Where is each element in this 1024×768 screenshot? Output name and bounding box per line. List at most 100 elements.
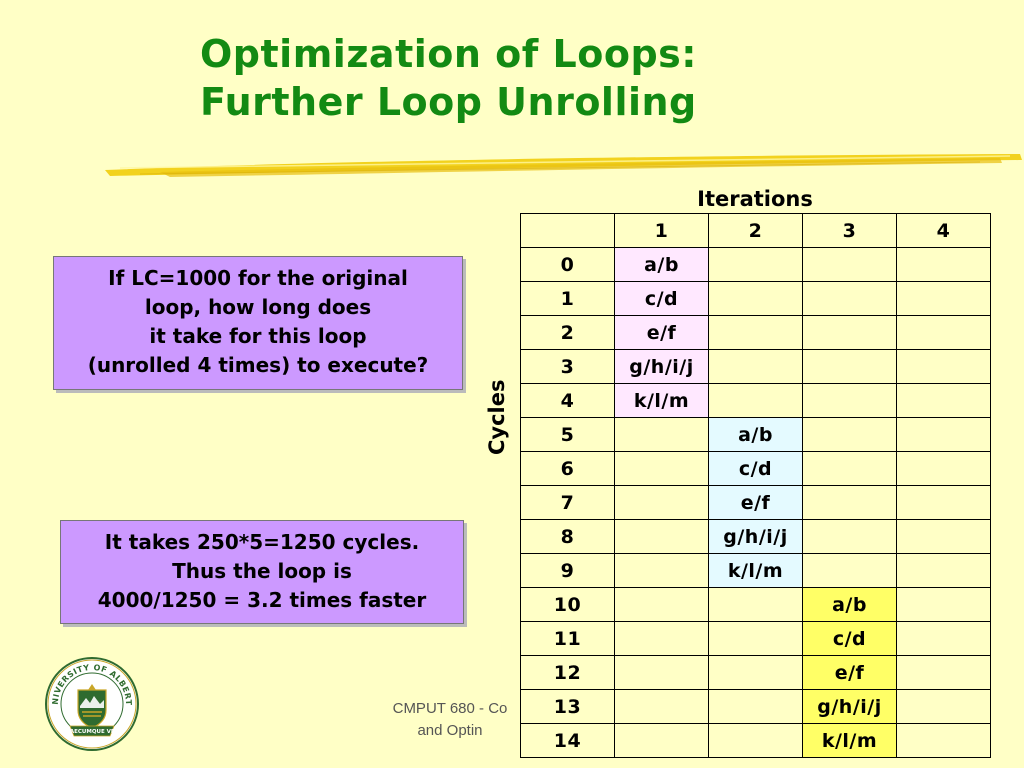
cycle-number-cell: 1 bbox=[520, 281, 615, 316]
cycle-number-cell: 3 bbox=[520, 349, 615, 384]
header-cell-corner bbox=[520, 213, 615, 248]
cycles-axis-label: Cycles bbox=[485, 379, 509, 456]
iteration-3-cell bbox=[802, 519, 897, 554]
iteration-4-cell bbox=[896, 723, 991, 758]
table-row: 6 c/d bbox=[520, 451, 991, 486]
cycle-number-cell: 6 bbox=[520, 451, 615, 486]
iteration-4-cell bbox=[896, 281, 991, 316]
iteration-1-cell: a/b bbox=[614, 247, 709, 282]
table-row: 12 e/f bbox=[520, 655, 991, 690]
iteration-3-cell bbox=[802, 553, 897, 588]
iteration-3-cell bbox=[802, 247, 897, 282]
iteration-1-cell bbox=[614, 485, 709, 520]
table-row: 10 a/b bbox=[520, 587, 991, 622]
footer-line-2: and Optin bbox=[417, 722, 483, 739]
iteration-3-cell bbox=[802, 451, 897, 486]
iteration-4-cell bbox=[896, 655, 991, 690]
cycle-number-cell: 11 bbox=[520, 621, 615, 656]
iteration-3-cell bbox=[802, 485, 897, 520]
iteration-4-cell bbox=[896, 349, 991, 384]
cycle-number-cell: 13 bbox=[520, 689, 615, 724]
table-row: 2 e/f bbox=[520, 315, 991, 350]
iteration-2-cell bbox=[708, 383, 803, 418]
question-callout: If LC=1000 for the original loop, how lo… bbox=[53, 256, 463, 390]
header-cell-iteration-4: 4 bbox=[896, 213, 991, 248]
slide-title: Optimization of Loops: Further Loop Unro… bbox=[200, 30, 820, 126]
iteration-4-cell bbox=[896, 587, 991, 622]
answer-line: Thus the loop is bbox=[172, 559, 352, 583]
iteration-2-cell bbox=[708, 723, 803, 758]
iteration-3-cell bbox=[802, 315, 897, 350]
cycle-number-cell: 10 bbox=[520, 587, 615, 622]
iteration-1-cell bbox=[614, 621, 709, 656]
iteration-2-cell: a/b bbox=[708, 417, 803, 452]
answer-line: 4000/1250 = 3.2 times faster bbox=[97, 588, 427, 612]
header-cell-iteration-1: 1 bbox=[614, 213, 709, 248]
iteration-1-cell bbox=[614, 655, 709, 690]
iteration-4-cell bbox=[896, 621, 991, 656]
title-line-1: Optimization of Loops: bbox=[200, 32, 697, 76]
cycle-number-cell: 2 bbox=[520, 315, 615, 350]
question-line: it take for this loop bbox=[149, 324, 367, 348]
iteration-1-cell: k/l/m bbox=[614, 383, 709, 418]
iteration-3-cell: e/f bbox=[802, 655, 897, 690]
question-line: (unrolled 4 times) to execute? bbox=[87, 353, 429, 377]
iteration-2-cell: g/h/i/j bbox=[708, 519, 803, 554]
iteration-1-cell bbox=[614, 451, 709, 486]
iteration-4-cell bbox=[896, 553, 991, 588]
cycle-number-cell: 4 bbox=[520, 383, 615, 418]
iteration-2-cell: e/f bbox=[708, 485, 803, 520]
table-row: 8 g/h/i/j bbox=[520, 519, 991, 554]
table-row: 5 a/b bbox=[520, 417, 991, 452]
iteration-1-cell: c/d bbox=[614, 281, 709, 316]
cycle-number-cell: 0 bbox=[520, 247, 615, 282]
university-crest-logo: UNIVERSITY OF ALBERTA QUAECUMQUE VERA bbox=[44, 656, 139, 751]
schedule-table: 1 2 3 4 0 a/b 1 c/d 2 e/f 3 g/h/i/j 4 k/l/m 5 a/b 6 c… bbox=[520, 213, 991, 758]
iteration-4-cell bbox=[896, 315, 991, 350]
iteration-2-cell bbox=[708, 689, 803, 724]
cycle-number-cell: 7 bbox=[520, 485, 615, 520]
title-underline-brushstroke bbox=[105, 154, 1022, 177]
iterations-axis-label: Iterations bbox=[697, 187, 813, 211]
iteration-2-cell: c/d bbox=[708, 451, 803, 486]
table-row: 3 g/h/i/j bbox=[520, 349, 991, 384]
table-body: 0 a/b 1 c/d 2 e/f 3 g/h/i/j 4 k/l/m 5 a/b 6 c/d 7 e/f 8 g… bbox=[520, 247, 991, 758]
iteration-2-cell bbox=[708, 281, 803, 316]
iteration-2-cell bbox=[708, 587, 803, 622]
iteration-1-cell bbox=[614, 519, 709, 554]
iteration-3-cell bbox=[802, 417, 897, 452]
title-line-2: Further Loop Unrolling bbox=[200, 80, 697, 124]
iteration-4-cell bbox=[896, 417, 991, 452]
iteration-1-cell bbox=[614, 417, 709, 452]
iteration-2-cell: k/l/m bbox=[708, 553, 803, 588]
question-line: loop, how long does bbox=[144, 295, 372, 319]
iteration-2-cell bbox=[708, 315, 803, 350]
iteration-3-cell: g/h/i/j bbox=[802, 689, 897, 724]
iteration-2-cell bbox=[708, 621, 803, 656]
iteration-3-cell bbox=[802, 383, 897, 418]
footer-course-text: CMPUT 680 - Co and Optin bbox=[360, 698, 540, 742]
table-row: 13 g/h/i/j bbox=[520, 689, 991, 724]
cycle-number-cell: 12 bbox=[520, 655, 615, 690]
table-row: 14 k/l/m bbox=[520, 723, 991, 758]
footer-line-1: CMPUT 680 - Co bbox=[392, 700, 508, 717]
iteration-1-cell: e/f bbox=[614, 315, 709, 350]
iteration-1-cell: g/h/i/j bbox=[614, 349, 709, 384]
iteration-1-cell bbox=[614, 723, 709, 758]
iteration-3-cell: k/l/m bbox=[802, 723, 897, 758]
iteration-4-cell bbox=[896, 485, 991, 520]
iteration-3-cell bbox=[802, 349, 897, 384]
table-row: 1 c/d bbox=[520, 281, 991, 316]
iteration-1-cell bbox=[614, 689, 709, 724]
iteration-4-cell bbox=[896, 519, 991, 554]
iteration-3-cell: a/b bbox=[802, 587, 897, 622]
iteration-4-cell bbox=[896, 383, 991, 418]
iteration-2-cell bbox=[708, 349, 803, 384]
question-line: If LC=1000 for the original bbox=[108, 266, 408, 290]
iteration-4-cell bbox=[896, 451, 991, 486]
iteration-1-cell bbox=[614, 587, 709, 622]
table-row: 11 c/d bbox=[520, 621, 991, 656]
iteration-4-cell bbox=[896, 689, 991, 724]
cycle-number-cell: 14 bbox=[520, 723, 615, 758]
iteration-3-cell: c/d bbox=[802, 621, 897, 656]
